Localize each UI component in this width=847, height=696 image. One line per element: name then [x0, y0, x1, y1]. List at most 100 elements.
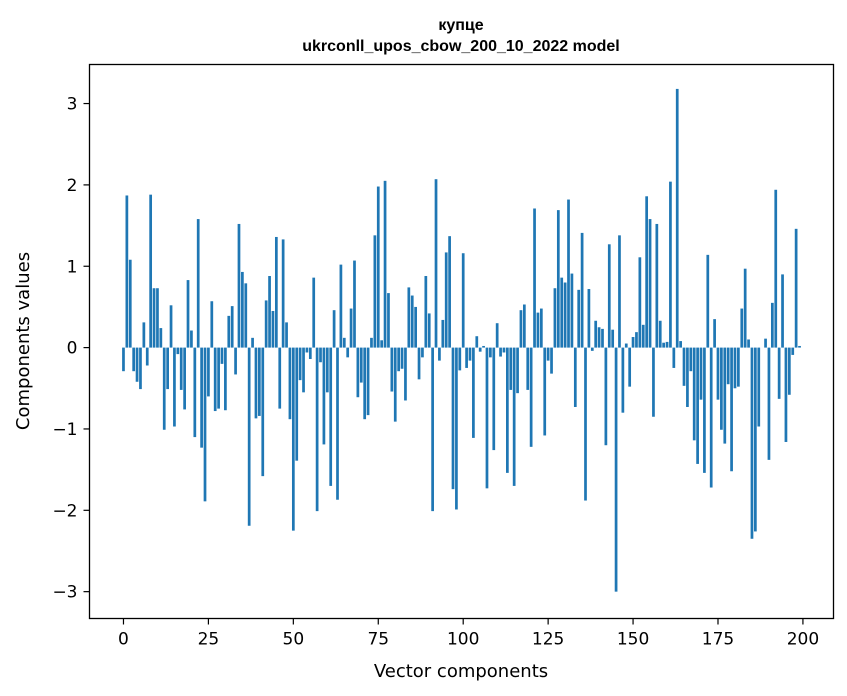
- bar: [509, 347, 513, 390]
- bar: [251, 337, 254, 348]
- bar: [584, 347, 587, 501]
- bar: [339, 264, 343, 348]
- bar: [261, 347, 265, 477]
- bar: [325, 347, 329, 393]
- bar: [573, 347, 577, 407]
- bar: [190, 330, 193, 348]
- bar: [529, 347, 533, 447]
- bar: [332, 310, 336, 348]
- bar: [506, 347, 509, 473]
- bar: [410, 295, 414, 348]
- bar: [237, 223, 241, 348]
- bar: [730, 347, 733, 472]
- bar: [560, 277, 564, 348]
- bar: [767, 347, 771, 460]
- bar: [536, 312, 540, 348]
- bar: [539, 308, 543, 348]
- bar: [271, 310, 275, 348]
- bar: [774, 189, 778, 348]
- bar: [397, 347, 401, 372]
- bar: [230, 306, 234, 348]
- bar: [621, 347, 625, 413]
- bar: [764, 338, 767, 348]
- bar: [145, 347, 149, 366]
- y-tick-label: −3: [52, 583, 77, 603]
- bar: [122, 347, 125, 372]
- bar: [611, 329, 615, 348]
- bar: [315, 347, 319, 512]
- bar: [570, 273, 574, 348]
- x-tick-label: 50: [283, 630, 305, 650]
- bar: [679, 341, 682, 348]
- bar: [291, 347, 295, 531]
- bar: [686, 347, 689, 407]
- bar: [798, 345, 801, 348]
- y-tick-label: 0: [67, 339, 78, 359]
- bar: [268, 276, 271, 348]
- bar: [441, 319, 445, 348]
- bar: [526, 347, 530, 390]
- bar: [740, 308, 744, 348]
- bar: [162, 347, 166, 430]
- bar: [519, 310, 523, 348]
- bar: [353, 260, 356, 348]
- bar: [349, 308, 353, 348]
- bar: [682, 347, 686, 386]
- bar: [156, 288, 159, 348]
- bar: [458, 347, 462, 371]
- bar: [329, 347, 333, 486]
- bar: [285, 322, 288, 348]
- x-tick-label: 75: [367, 630, 389, 650]
- bar: [373, 235, 377, 348]
- bar: [512, 347, 516, 486]
- plot-frame: [88, 63, 835, 620]
- bar: [567, 199, 570, 348]
- bar: [485, 347, 489, 489]
- bar: [628, 347, 632, 387]
- bar: [135, 347, 139, 382]
- bar: [662, 342, 665, 348]
- bar: [641, 324, 645, 348]
- bar: [478, 347, 482, 352]
- bar: [607, 244, 611, 348]
- bar: [179, 347, 183, 390]
- bar: [614, 347, 618, 592]
- y-tick-label: −1: [52, 420, 77, 440]
- bar: [706, 254, 710, 348]
- bar: [699, 347, 703, 400]
- bar: [132, 347, 136, 372]
- bar: [274, 236, 278, 348]
- bar: [431, 347, 434, 512]
- bar: [655, 223, 659, 348]
- bar: [709, 347, 713, 488]
- bar: [370, 337, 373, 348]
- x-tick-label: 100: [447, 630, 479, 650]
- bar: [733, 347, 737, 389]
- bar: [451, 347, 455, 490]
- bar: [220, 347, 224, 364]
- bar: [241, 271, 244, 348]
- bar: [580, 232, 584, 348]
- bar: [672, 347, 676, 368]
- bar: [176, 347, 180, 355]
- bar: [183, 347, 186, 410]
- bar: [404, 347, 407, 401]
- bar: [417, 347, 421, 380]
- bar: [604, 347, 608, 446]
- chart-subtitle: ukrconll_upos_cbow_200_10_2022 model: [302, 38, 619, 55]
- bar: [264, 300, 268, 348]
- bar: [139, 347, 142, 390]
- bar: [726, 347, 730, 385]
- bar: [492, 347, 496, 451]
- x-axis-label: Vector components: [374, 661, 548, 682]
- bar: [546, 347, 550, 361]
- bar: [665, 341, 669, 348]
- bar: [152, 288, 156, 348]
- bar: [716, 347, 720, 400]
- bar: [424, 276, 428, 348]
- bar: [563, 282, 567, 348]
- x-tick-label: 200: [787, 630, 819, 650]
- x-tick-label: 150: [617, 630, 649, 650]
- bar: [502, 347, 506, 353]
